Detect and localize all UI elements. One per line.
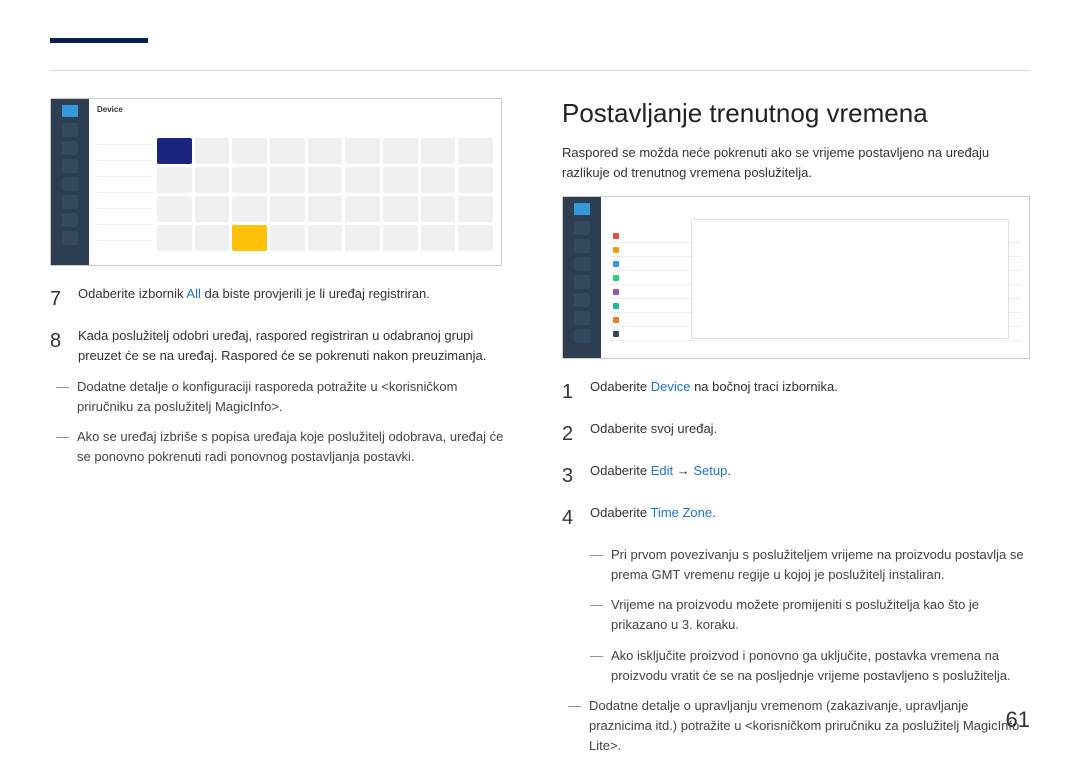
- step-text: Odaberite Device na bočnoj traci izborni…: [590, 377, 838, 407]
- link-timezone: Time Zone: [650, 505, 712, 520]
- note-item: ―Ako se uređaj izbriše s popisa uređaja …: [56, 427, 512, 467]
- intro-text: Raspored se možda neće pokrenuti ako se …: [562, 143, 1030, 182]
- device-grid-screenshot: Device: [50, 98, 502, 266]
- link-device: Device: [651, 379, 691, 394]
- link-edit: Edit: [651, 463, 673, 478]
- page-content: Device 7 Odaberite izbornik All da biste…: [50, 98, 1030, 766]
- left-notes: ―Dodatne detalje o konfiguraciji raspore…: [56, 377, 512, 468]
- step-text: Kada poslužitelj odobri uređaj, raspored…: [78, 326, 512, 365]
- page-number: 61: [1006, 707, 1030, 733]
- step-1: 1 Odaberite Device na bočnoj traci izbor…: [562, 377, 1030, 407]
- link-all: All: [186, 286, 200, 301]
- screenshot-sidebar: [563, 197, 601, 358]
- note-item: ―Dodatne detalje o upravljanju vremenom …: [568, 696, 1030, 756]
- header-accent-bar: [50, 38, 148, 43]
- note-item: ―Dodatne detalje o konfiguraciji raspore…: [56, 377, 512, 417]
- step-number: 2: [562, 419, 576, 449]
- step-text: Odaberite izbornik All da biste provjeri…: [78, 284, 430, 314]
- link-setup: Setup: [693, 463, 727, 478]
- step-4: 4 Odaberite Time Zone.: [562, 503, 1030, 533]
- step-2: 2 Odaberite svoj uređaj.: [562, 419, 1030, 449]
- right-notes: ―Dodatne detalje o upravljanju vremenom …: [568, 696, 1030, 756]
- right-column: Postavljanje trenutnog vremena Raspored …: [562, 98, 1030, 766]
- step-3: 3 Odaberite Edit → Setup.: [562, 461, 1030, 491]
- step-text: Odaberite svoj uređaj.: [590, 419, 717, 449]
- step-8: 8 Kada poslužitelj odobri uređaj, raspor…: [50, 326, 512, 365]
- left-column: Device 7 Odaberite izbornik All da biste…: [50, 98, 512, 766]
- left-steps: 7 Odaberite izbornik All da biste provje…: [50, 284, 512, 365]
- step-number: 8: [50, 326, 64, 365]
- screenshot-sidebar: [51, 99, 89, 265]
- screenshot-main: [601, 197, 1029, 358]
- note-item: ―Pri prvom povezivanju s poslužiteljem v…: [590, 545, 1030, 585]
- step-text: Odaberite Edit → Setup.: [590, 461, 731, 491]
- header-divider: [50, 70, 1030, 71]
- step-number: 7: [50, 284, 64, 314]
- screenshot-title: Device: [97, 105, 493, 114]
- time-setup-screenshot: [562, 196, 1030, 359]
- step-number: 4: [562, 503, 576, 533]
- step-text: Odaberite Time Zone.: [590, 503, 716, 533]
- note-item: ―Vrijeme na proizvodu možete promijeniti…: [590, 595, 1030, 635]
- right-steps: 1 Odaberite Device na bočnoj traci izbor…: [562, 377, 1030, 533]
- note-item: ―Ako isključite proizvod i ponovno ga uk…: [590, 646, 1030, 686]
- step-number: 3: [562, 461, 576, 491]
- step-7: 7 Odaberite izbornik All da biste provje…: [50, 284, 512, 314]
- screenshot-main: Device: [89, 99, 501, 265]
- step-number: 1: [562, 377, 576, 407]
- sub-notes: ―Pri prvom povezivanju s poslužiteljem v…: [590, 545, 1030, 686]
- section-title: Postavljanje trenutnog vremena: [562, 98, 1030, 129]
